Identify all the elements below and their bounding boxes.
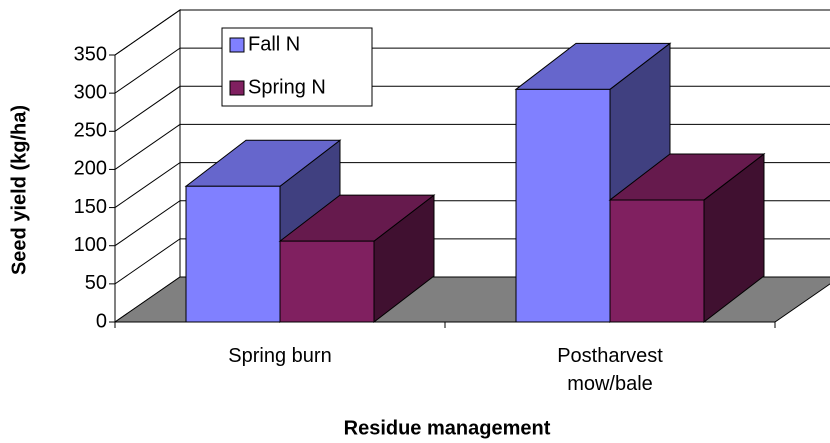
y-tick-label: 150 <box>74 196 107 218</box>
y-tick-label: 100 <box>74 234 107 256</box>
y-tick-label: 50 <box>85 272 107 294</box>
grid-line <box>114 9 830 56</box>
legend-swatch <box>229 37 245 53</box>
x-tick-label: Postharvest mow/bale <box>557 345 663 395</box>
legend-label: Fall N <box>248 33 300 55</box>
y-tick-label: 0 <box>96 310 107 332</box>
legend-swatch <box>229 80 245 96</box>
x-axis-title: Residue management <box>344 417 551 439</box>
bar-front <box>515 88 611 323</box>
y-tick-label: 300 <box>74 81 107 103</box>
y-tick-label: 250 <box>74 120 107 142</box>
y-tick-label: 350 <box>74 43 107 65</box>
legend-label: Spring N <box>248 76 326 98</box>
legend-box <box>221 27 373 107</box>
bar-front <box>279 240 375 323</box>
bar <box>608 152 766 324</box>
side-wall <box>114 9 181 323</box>
x-tick-label: Spring burn <box>228 345 332 367</box>
bar <box>278 194 436 324</box>
bar-front <box>609 199 705 323</box>
y-axis-title: Seed yield (kg/ha) <box>8 105 30 275</box>
bar-front <box>185 185 281 323</box>
y-tick-label: 200 <box>74 158 107 180</box>
